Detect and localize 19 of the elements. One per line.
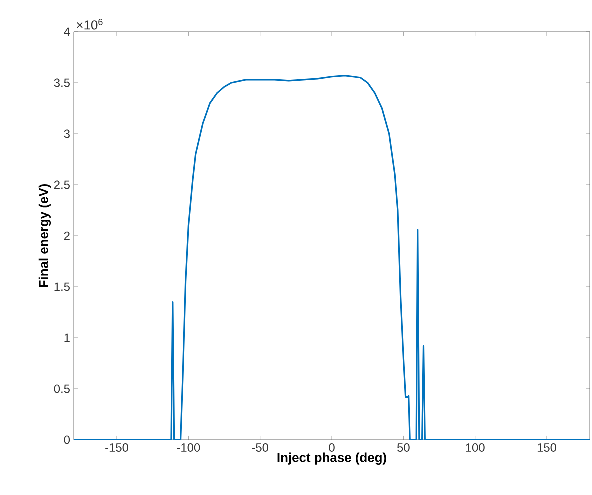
- x-axis-title: Inject phase (deg): [278, 452, 386, 465]
- text: ×10$^{6}$: [77, 18, 103, 30]
- x-tick-label: 50: [398, 444, 410, 452]
- y-tick-label: 1.5: [54, 282, 70, 292]
- y-tick-label: 2.5: [54, 180, 70, 190]
- y-tick-label: 3.5: [54, 78, 70, 88]
- y-tick-label: 1: [64, 334, 70, 342]
- y-tick-label: 0.5: [54, 384, 70, 394]
- x-tick-label: -50: [252, 444, 269, 452]
- y-tick-label: 4: [64, 28, 70, 36]
- x-tick-label: 100: [466, 444, 485, 452]
- x-tick-label: -100: [177, 444, 200, 452]
- x-tick-label: -150: [106, 444, 129, 452]
- x-tick-label: 0: [329, 444, 335, 452]
- y-tick-label: 3: [64, 130, 70, 138]
- y-axis-title: Final energy (eV): [38, 184, 52, 288]
- y-tick-label: 2: [64, 232, 70, 240]
- y-tick-label: 0: [64, 436, 70, 444]
- x-tick-label: 150: [538, 444, 557, 452]
